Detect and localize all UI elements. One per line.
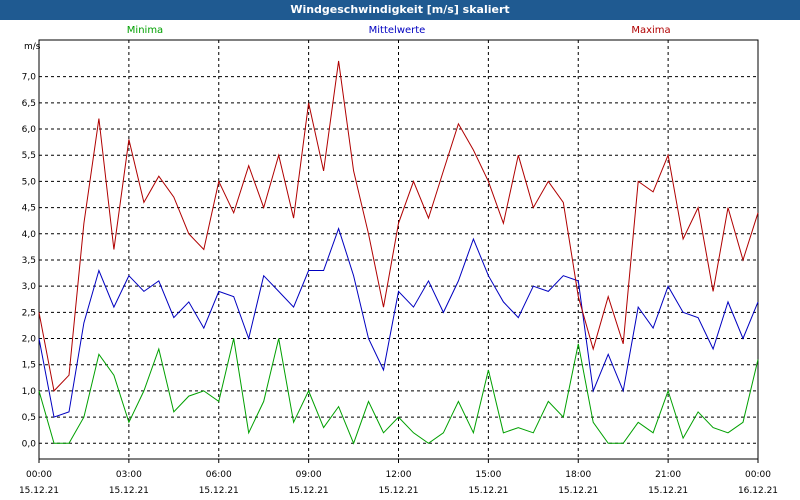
x-tick-date: 15.12.21 bbox=[468, 486, 508, 496]
y-tick-label: 1,0 bbox=[22, 387, 37, 397]
x-axis-ticks: 00:00 15.12.21 03:00 15.12.21 06:00 15.12.21 0… bbox=[19, 459, 778, 496]
x-tick-time: 06:00 bbox=[206, 470, 232, 480]
series-line-mittelwerte bbox=[38, 227, 759, 418]
x-tick-date: 15.12.21 bbox=[199, 486, 239, 496]
grid bbox=[39, 40, 758, 459]
legend-minima: Minima bbox=[127, 25, 163, 36]
y-tick-label: 1,5 bbox=[22, 361, 36, 371]
x-tick-date: 15.12.21 bbox=[289, 486, 329, 496]
x-tick-date: 15.12.21 bbox=[648, 486, 688, 496]
y-axis-ticks: 0,0 0,5 1,0 1,5 2,0 2,5 3,0 3,5 4,0 4,5 5,0 5,5 6,0 6… bbox=[22, 73, 37, 450]
window-title: Windgeschwindigkeit [m/s] skaliert bbox=[0, 0, 800, 20]
y-tick-label: 0,0 bbox=[22, 439, 37, 449]
x-tick-date: 15.12.21 bbox=[109, 486, 149, 496]
y-tick-label: 2,0 bbox=[22, 335, 37, 345]
y-tick-label: 3,0 bbox=[22, 282, 37, 292]
x-tick-time: 12:00 bbox=[386, 470, 412, 480]
y-tick-label: 6,0 bbox=[22, 125, 37, 135]
y-tick-label: 4,5 bbox=[22, 204, 36, 214]
y-tick-label: 3,5 bbox=[22, 256, 36, 266]
y-axis-label: m/s bbox=[24, 42, 41, 52]
x-tick-time: 09:00 bbox=[296, 470, 322, 480]
x-tick-time: 00:00 bbox=[26, 470, 52, 480]
x-tick-date: 15.12.21 bbox=[378, 486, 418, 496]
y-tick-label: 6,5 bbox=[22, 99, 36, 109]
x-tick-date: 15.12.21 bbox=[19, 486, 59, 496]
y-tick-label: 4,0 bbox=[22, 230, 37, 240]
y-tick-label: 2,5 bbox=[22, 308, 36, 318]
y-tick-label: 5,0 bbox=[22, 177, 37, 187]
series-lines bbox=[38, 60, 759, 445]
x-tick-time: 18:00 bbox=[565, 470, 591, 480]
x-tick-time: 21:00 bbox=[655, 470, 681, 480]
y-tick-label: 5,5 bbox=[22, 151, 36, 161]
series-line-maxima bbox=[38, 60, 759, 392]
x-tick-date: 16.12.21 bbox=[738, 486, 778, 496]
x-tick-time: 03:00 bbox=[116, 470, 142, 480]
y-tick-label: 7,0 bbox=[22, 73, 37, 83]
legend: Minima Mittelwerte Maxima bbox=[127, 25, 671, 36]
x-tick-time: 15:00 bbox=[475, 470, 501, 480]
legend-mittelwerte: Mittelwerte bbox=[369, 25, 426, 36]
x-tick-time: 00:00 bbox=[745, 470, 771, 480]
series-line-minima bbox=[38, 338, 759, 445]
legend-maxima: Maxima bbox=[631, 25, 670, 36]
line-chart: m/s 0,0 0,5 1,0 1,5 2,0 2,5 3,0 3,5 4,0 4,5 5,0 5,5… bbox=[19, 25, 778, 496]
y-tick-label: 0,5 bbox=[22, 413, 36, 423]
x-tick-date: 15.12.21 bbox=[558, 486, 598, 496]
